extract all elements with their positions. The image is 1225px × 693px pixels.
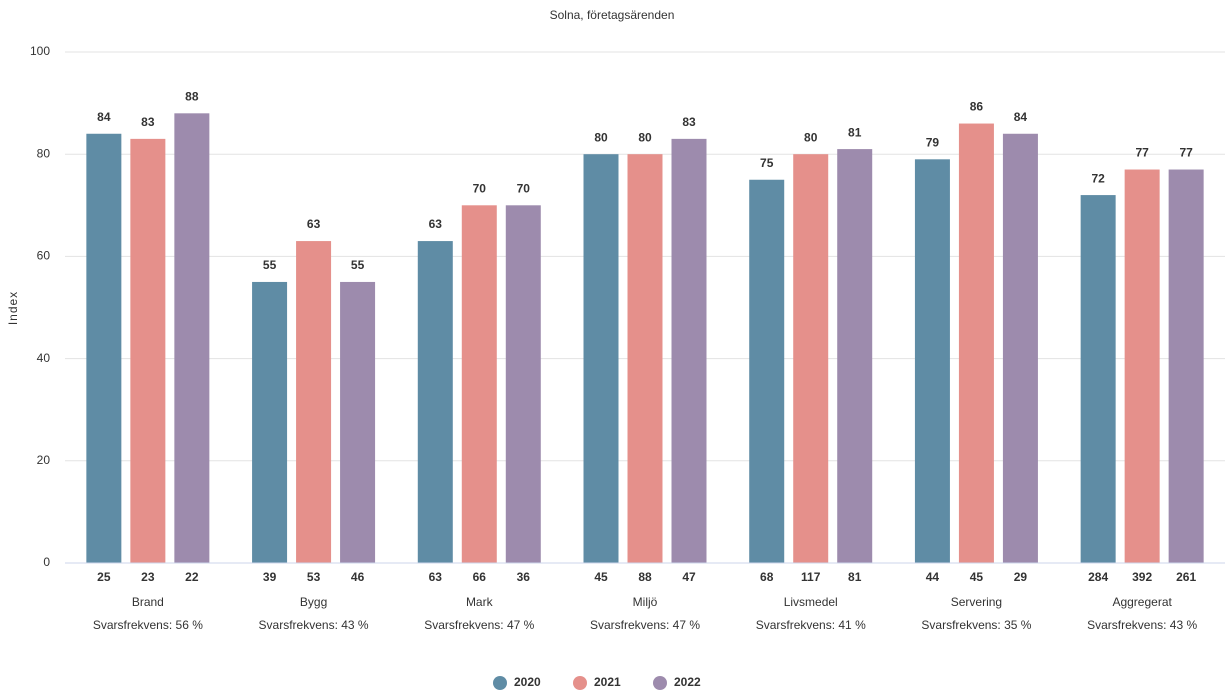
- bar: [914, 159, 950, 563]
- data-label: 70: [473, 181, 487, 195]
- data-label: 75: [760, 156, 774, 170]
- response-count: 81: [848, 570, 862, 584]
- response-count: 22: [185, 570, 199, 584]
- data-label: 55: [263, 258, 277, 272]
- y-tick-label: 0: [43, 555, 50, 569]
- legend-label: 2021: [594, 675, 621, 689]
- data-label: 81: [848, 125, 862, 139]
- response-count: 46: [351, 570, 365, 584]
- y-tick-label: 60: [37, 249, 51, 263]
- data-label: 84: [97, 110, 111, 124]
- bar: [1168, 169, 1204, 563]
- data-label: 88: [185, 89, 199, 103]
- data-label: 84: [1014, 110, 1028, 124]
- bar: [252, 281, 288, 563]
- y-tick-label: 80: [37, 146, 51, 160]
- legend-label: 2022: [674, 675, 701, 689]
- response-rate: Svarsfrekvens: 43 %: [1087, 618, 1197, 632]
- x-tick-label: Livsmedel: [784, 595, 838, 609]
- bar: [130, 138, 166, 563]
- response-count: 45: [970, 570, 984, 584]
- response-rate: Svarsfrekvens: 47 %: [424, 618, 534, 632]
- response-count: 44: [926, 570, 940, 584]
- bar: [627, 154, 663, 563]
- chart-title: Solna, företagsärenden: [550, 8, 675, 22]
- response-rate: Svarsfrekvens: 41 %: [756, 618, 866, 632]
- x-tick-label: Servering: [951, 595, 1002, 609]
- bar: [1124, 169, 1160, 563]
- data-label: 55: [351, 258, 365, 272]
- data-label: 79: [926, 135, 940, 149]
- data-label: 63: [307, 217, 321, 231]
- bar: [1080, 195, 1116, 563]
- response-count: 88: [638, 570, 652, 584]
- response-count: 68: [760, 570, 774, 584]
- bar: [86, 133, 122, 563]
- response-count: 284: [1088, 570, 1108, 584]
- bar: [793, 154, 829, 563]
- bar: [296, 241, 332, 563]
- data-label: 70: [517, 181, 531, 195]
- bar: [671, 138, 707, 563]
- response-count: 392: [1132, 570, 1152, 584]
- data-label: 83: [682, 115, 696, 129]
- response-count: 66: [473, 570, 487, 584]
- bar: [505, 205, 541, 564]
- bar: [749, 179, 785, 563]
- x-tick-label: Mark: [466, 595, 494, 609]
- response-count: 117: [801, 570, 821, 584]
- bar: [174, 113, 210, 563]
- x-tick-label: Aggregerat: [1112, 595, 1172, 609]
- data-label: 80: [804, 130, 818, 144]
- legend-label: 2020: [514, 675, 541, 689]
- response-rate: Svarsfrekvens: 35 %: [921, 618, 1031, 632]
- y-tick-label: 100: [30, 44, 50, 58]
- bar: [958, 123, 994, 563]
- bar: [461, 205, 497, 564]
- data-label: 80: [638, 130, 652, 144]
- response-count: 39: [263, 570, 277, 584]
- legend-marker: [653, 676, 667, 690]
- x-tick-label: Bygg: [300, 595, 327, 609]
- data-label: 86: [970, 100, 984, 114]
- data-label: 77: [1135, 146, 1149, 160]
- bar: [417, 241, 453, 563]
- data-label: 83: [141, 115, 155, 129]
- data-label: 77: [1179, 146, 1193, 160]
- response-count: 261: [1176, 570, 1196, 584]
- bar: [340, 281, 376, 563]
- y-tick-label: 20: [37, 453, 51, 467]
- response-count: 63: [429, 570, 443, 584]
- bar: [1002, 133, 1038, 563]
- bar: [583, 154, 619, 563]
- response-count: 53: [307, 570, 321, 584]
- x-tick-label: Miljö: [633, 595, 658, 609]
- response-count: 36: [517, 570, 531, 584]
- data-label: 72: [1091, 171, 1105, 185]
- response-count: 47: [682, 570, 696, 584]
- x-tick-label: Brand: [132, 595, 164, 609]
- data-label: 63: [429, 217, 443, 231]
- y-axis-label: Index: [6, 291, 20, 325]
- y-tick-label: 40: [37, 351, 51, 365]
- bar: [837, 149, 873, 563]
- response-rate: Svarsfrekvens: 43 %: [259, 618, 369, 632]
- legend-marker: [573, 676, 587, 690]
- response-rate: Svarsfrekvens: 56 %: [93, 618, 203, 632]
- legend-marker: [493, 676, 507, 690]
- response-count: 25: [97, 570, 111, 584]
- response-rate: Svarsfrekvens: 47 %: [590, 618, 700, 632]
- response-count: 23: [141, 570, 155, 584]
- response-count: 29: [1014, 570, 1028, 584]
- data-label: 80: [594, 130, 608, 144]
- response-count: 45: [594, 570, 608, 584]
